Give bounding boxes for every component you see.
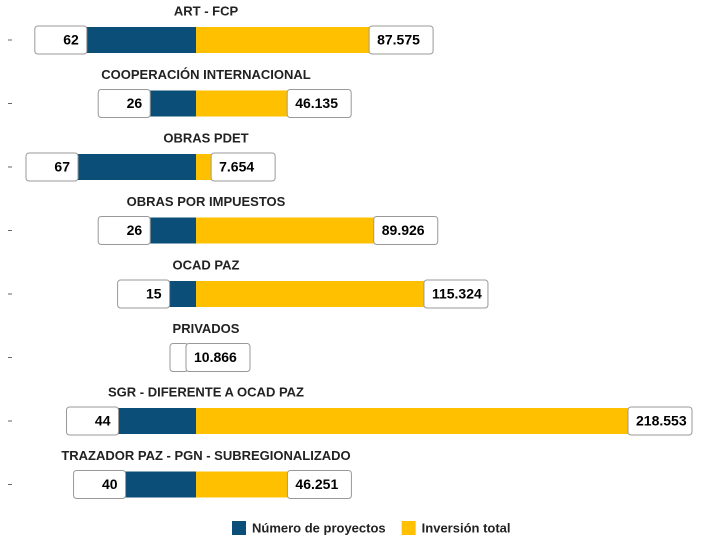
category-label: TRAZADOR PAZ - PGN - SUBREGIONALIZADO (61, 448, 350, 463)
label-box (210, 152, 276, 182)
category-label: COOPERACIÓN INTERNACIONAL (101, 67, 311, 82)
category-label: OBRAS POR IMPUESTOS (127, 194, 286, 209)
bar (196, 90, 288, 117)
label-box (97, 216, 151, 245)
data-label: 10.866 (194, 349, 237, 365)
label-box (373, 216, 439, 245)
bar (169, 281, 196, 307)
category-label: PRIVADOS (173, 321, 240, 336)
data-label: 15 (146, 286, 162, 302)
category-label: ART - FCP (174, 3, 239, 18)
label-box (73, 470, 127, 499)
legend-label: Inversión total (422, 520, 511, 535)
bar (196, 281, 424, 307)
data-label: 7.654 (219, 159, 254, 175)
data-label: 67 (54, 159, 70, 175)
bar (150, 90, 196, 117)
label-box (627, 406, 693, 436)
data-label: 89.926 (382, 222, 425, 238)
label-box (286, 89, 352, 118)
data-label: 115.324 (432, 286, 482, 302)
label-box (286, 470, 352, 499)
data-label: 26 (127, 222, 143, 238)
legend-swatch (232, 521, 246, 535)
category-label: OCAD PAZ (173, 257, 240, 272)
data-label: 44 (95, 413, 111, 429)
data-label: 46.251 (295, 476, 338, 492)
data-label: 46.135 (295, 95, 338, 111)
category-label: OBRAS PDET (163, 130, 248, 145)
data-label: 62 (63, 32, 79, 48)
bar (196, 154, 212, 180)
legend-label: Número de proyectos (252, 520, 386, 535)
label-box (423, 279, 489, 309)
bar (196, 217, 374, 244)
bar (196, 471, 288, 498)
bar (196, 27, 370, 53)
data-label: 218.553 (636, 413, 687, 429)
label-box (66, 406, 120, 436)
data-label: 26 (127, 95, 143, 111)
label-box (97, 89, 151, 118)
category-label: SGR - DIFERENTE A OCAD PAZ (108, 384, 304, 399)
bar (150, 217, 196, 244)
bar (196, 408, 628, 434)
bar (118, 408, 196, 434)
data-label: 40 (102, 476, 118, 492)
label-box (368, 25, 434, 55)
label-box (34, 25, 88, 55)
bar (125, 471, 196, 498)
label-box (185, 343, 251, 372)
bar (86, 27, 196, 53)
bar (78, 154, 196, 180)
data-label: 87.575 (377, 32, 420, 48)
label-box (117, 279, 171, 309)
label-box (169, 343, 189, 372)
label-box (25, 152, 79, 182)
legend-swatch (401, 521, 416, 535)
